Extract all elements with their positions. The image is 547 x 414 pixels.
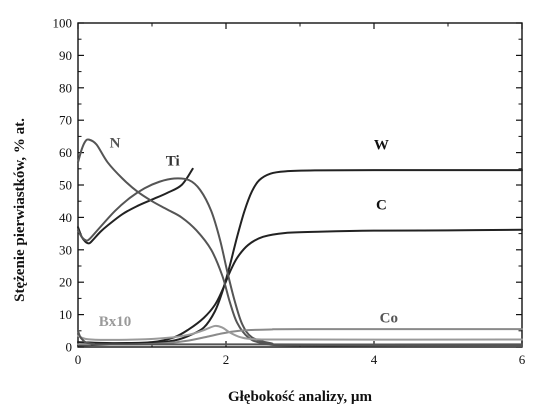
y-tick-label: 40 bbox=[59, 210, 72, 225]
series-line-c-2 bbox=[77, 228, 523, 345]
y-tick-label: 10 bbox=[59, 307, 72, 322]
x-tick-label: 0 bbox=[75, 352, 82, 367]
x-tick-label: 2 bbox=[223, 352, 230, 367]
x-tick-label: 6 bbox=[519, 352, 526, 367]
series-label-ti: Ti bbox=[166, 154, 180, 170]
y-tick-label: 80 bbox=[59, 80, 72, 95]
series-label-co: Co bbox=[380, 311, 398, 327]
axis-ticks: 0 10 20 30 40 50 60 70 80 90 100 0 2 4 6 bbox=[53, 16, 526, 368]
series-layer bbox=[77, 138, 523, 348]
series-label-w: W bbox=[374, 137, 389, 153]
y-tick-label: 20 bbox=[59, 275, 72, 290]
y-axis-title: Stężenie pierwiastków, % at. bbox=[12, 118, 28, 302]
series-line-c-1 bbox=[77, 167, 194, 245]
x-axis-title: Głębokość analizy, µm bbox=[228, 389, 373, 405]
series-line-w-0 bbox=[77, 169, 523, 347]
series-label-bx10: Bx10 bbox=[99, 314, 132, 330]
y-tick-label: 70 bbox=[59, 113, 72, 128]
series-line-bx10-6 bbox=[77, 324, 523, 341]
y-tick-label: 30 bbox=[59, 242, 72, 257]
y-tick-label: 50 bbox=[59, 178, 72, 193]
y-tick-label: 100 bbox=[53, 16, 73, 31]
series-labels: N Ti W C Co Bx10 bbox=[99, 136, 398, 330]
plot-frame-border bbox=[77, 22, 523, 348]
y-tick-label: 90 bbox=[59, 48, 72, 63]
y-tick-label: 60 bbox=[59, 145, 72, 160]
series-line-co-5 bbox=[77, 328, 523, 346]
series-label-n: N bbox=[110, 136, 121, 152]
plot-area bbox=[77, 22, 523, 348]
series-label-c: C bbox=[376, 197, 387, 213]
x-tick-label: 4 bbox=[371, 352, 378, 367]
series-line-unlabeled-7 bbox=[77, 329, 523, 346]
series-line-n-3 bbox=[77, 138, 523, 348]
y-tick-label: 0 bbox=[66, 340, 73, 355]
